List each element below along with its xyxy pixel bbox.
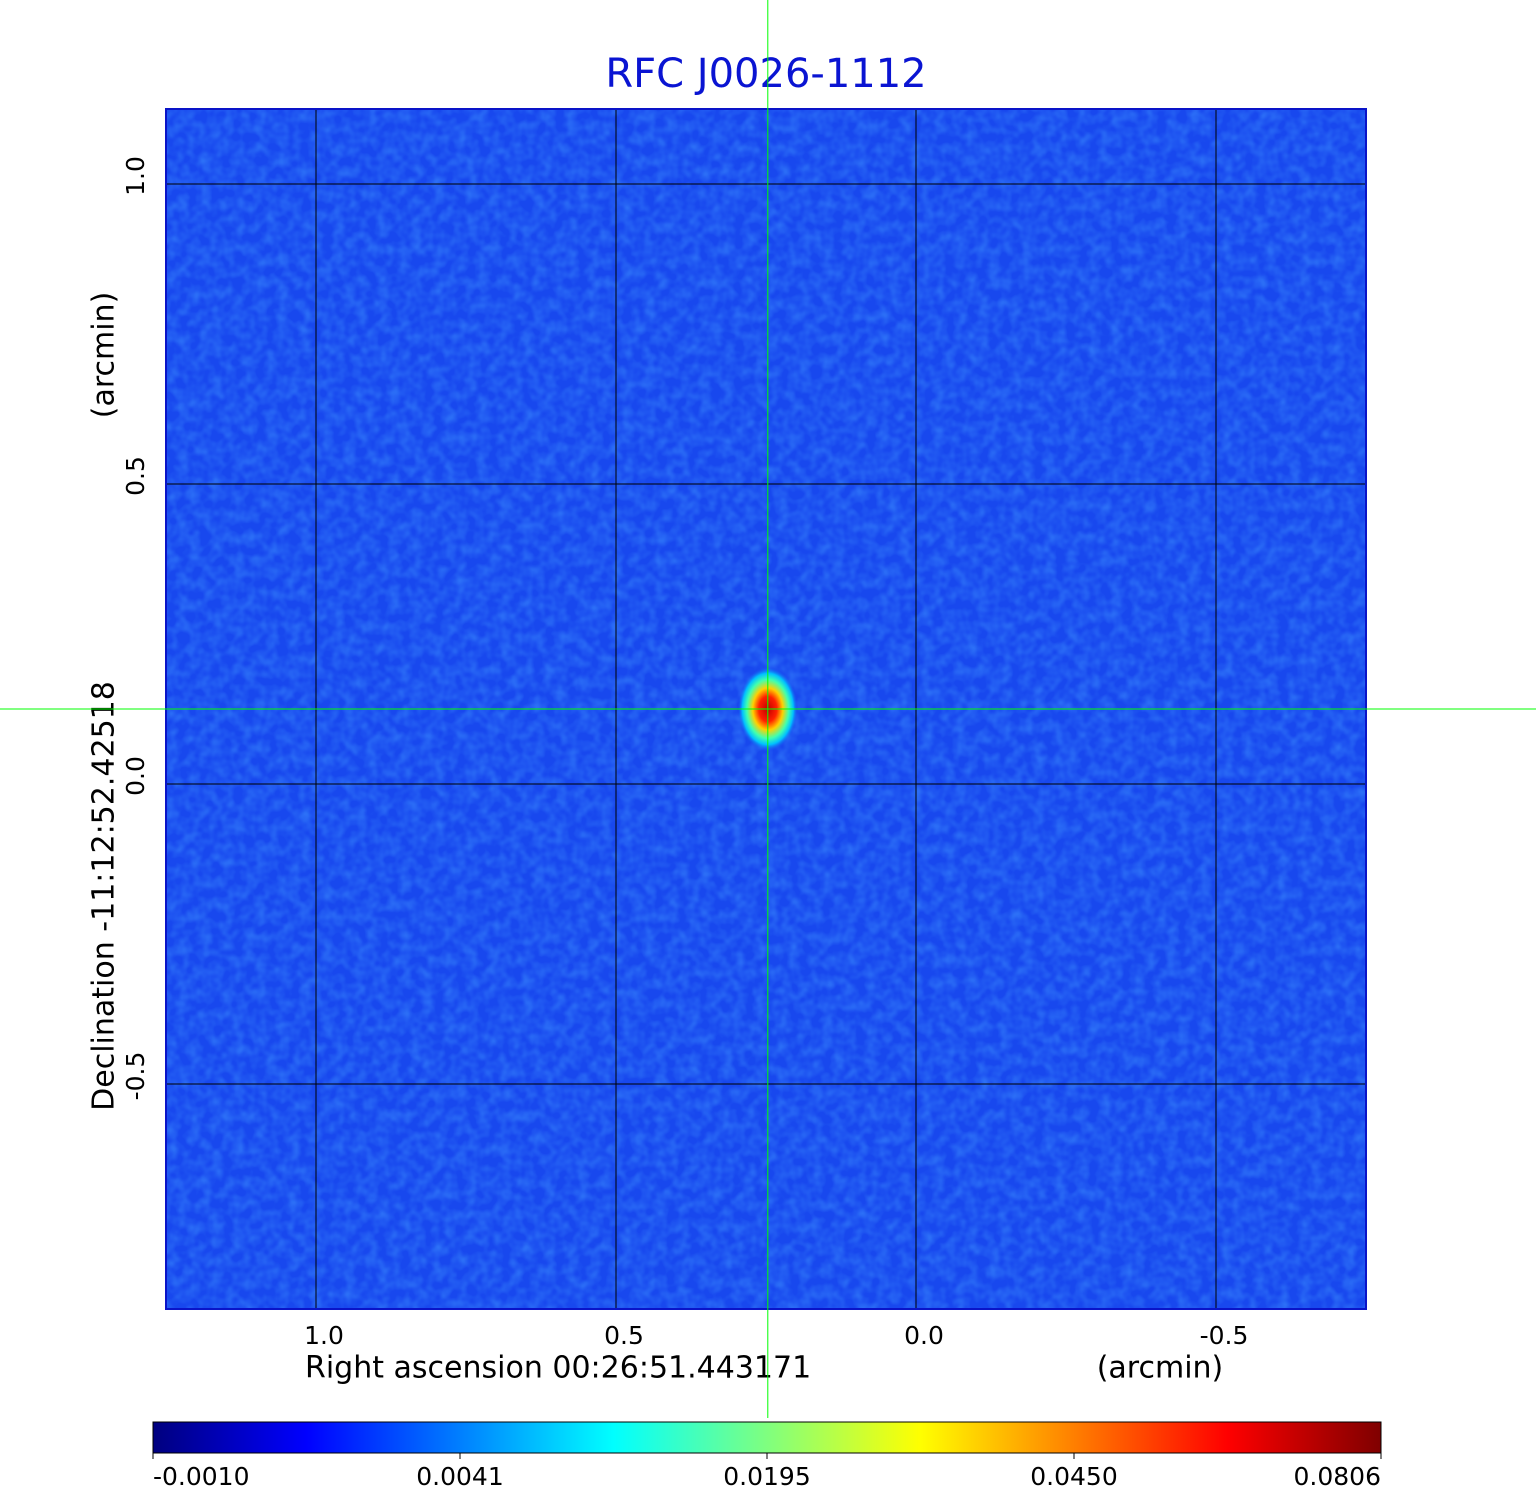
y-tick-label: 0.0 bbox=[121, 756, 150, 796]
x-tick-label: 1.0 bbox=[304, 1321, 344, 1350]
colorbar-tick-label: -0.0010 bbox=[153, 1462, 250, 1491]
x-tick-label: -0.5 bbox=[1200, 1321, 1249, 1350]
chart-title: RFC J0026-1112 bbox=[605, 51, 926, 97]
x-axis-unit: (arcmin) bbox=[1097, 1351, 1224, 1386]
y-tick-label: -0.5 bbox=[121, 1052, 150, 1101]
y-axis-label: Declination -11:12:52.42518 bbox=[87, 681, 122, 1111]
colorbar-tick-label: 0.0041 bbox=[416, 1462, 503, 1491]
x-tick-label: 0.0 bbox=[904, 1321, 944, 1350]
y-axis-unit: (arcmin) bbox=[87, 292, 122, 419]
x-tick-label: 0.5 bbox=[604, 1321, 644, 1350]
y-tick-label: 1.0 bbox=[121, 156, 150, 196]
x-axis-label: Right ascension 00:26:51.443171 bbox=[305, 1351, 811, 1386]
colorbar-tick-label: 0.0450 bbox=[1030, 1462, 1117, 1491]
y-tick-label: 0.5 bbox=[121, 456, 150, 496]
colorbar-tick-label: 0.0195 bbox=[723, 1462, 810, 1491]
colorbar-tick-label: 0.0806 bbox=[1294, 1462, 1381, 1491]
colorbar bbox=[152, 1421, 1382, 1454]
